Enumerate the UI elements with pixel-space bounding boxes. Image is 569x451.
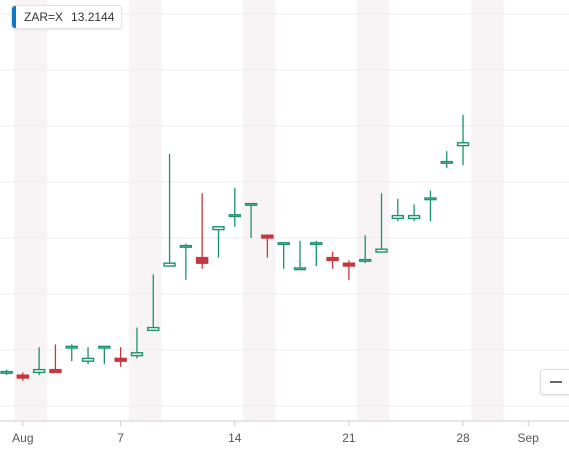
candle [114,347,127,367]
candle [407,204,421,222]
candle [32,347,46,376]
candle-body [195,256,209,264]
candle-body [81,357,95,362]
candle [212,226,225,258]
candle [440,151,453,168]
candle-body [326,256,339,262]
candle [81,347,95,364]
candle-body [424,197,437,201]
candle-body [65,345,78,349]
candle-body [407,214,421,220]
candle-body [114,357,127,362]
weekend-band [471,0,504,420]
weekend-band [242,0,276,420]
candle-body [147,326,160,332]
gridlines [0,13,569,407]
candle-body [16,374,30,379]
candle [16,372,30,381]
x-tick-label: 28 [456,431,470,445]
candle-body [212,226,225,231]
candle [293,240,307,271]
candle [391,198,405,222]
candle-body [261,234,274,239]
candle [147,274,160,332]
candle [0,369,13,376]
candle-body [440,160,453,164]
weekend-band [128,0,162,420]
candle-body [293,267,307,271]
candle [342,260,356,280]
candle-body [32,368,46,374]
candle [359,235,372,264]
x-tick-label: 7 [117,431,124,445]
candle [456,114,470,166]
x-tick-label: 14 [228,431,242,445]
candle-body [456,142,470,147]
weekend-band [357,0,390,420]
candle-body [98,345,111,349]
candle-body [179,244,193,248]
candle-body [342,262,356,267]
candle [98,345,111,364]
candles [0,114,470,381]
candle [195,193,209,269]
candle [310,240,323,266]
x-tick-label: 21 [342,431,356,445]
weekend-band [14,0,48,420]
candle-body [244,202,258,206]
candle-body [391,214,405,220]
x-tick-label: Sep [518,431,540,445]
candle [375,193,388,253]
x-axis-ticks: Aug 7 14 21 28 Sep [12,421,539,445]
candle [49,344,62,374]
candle [424,190,437,222]
legend-value: 13.2144 [71,10,115,24]
legend-symbol: ZAR=X [24,10,64,24]
candle [277,242,290,269]
candle [179,243,193,280]
candle-body [163,262,176,267]
candle-body [0,370,13,374]
candle-body [277,242,290,246]
candle-body [49,368,62,374]
candle [65,344,78,362]
minus-icon [549,381,562,383]
candle-body [310,242,323,246]
legend-accent-bar [12,6,16,28]
candle-body [375,248,388,253]
candle-body [228,214,241,218]
candle-body [359,258,372,262]
candle-body [130,352,144,357]
candle [261,234,274,258]
symbol-legend[interactable]: ZAR=X 13.2144 [11,5,123,29]
candle [244,202,258,238]
candle [163,154,176,267]
x-tick-label: Aug [12,431,33,445]
candle [326,252,339,269]
candle [228,187,241,227]
zoom-out-button[interactable] [540,369,569,395]
candle [130,327,144,359]
